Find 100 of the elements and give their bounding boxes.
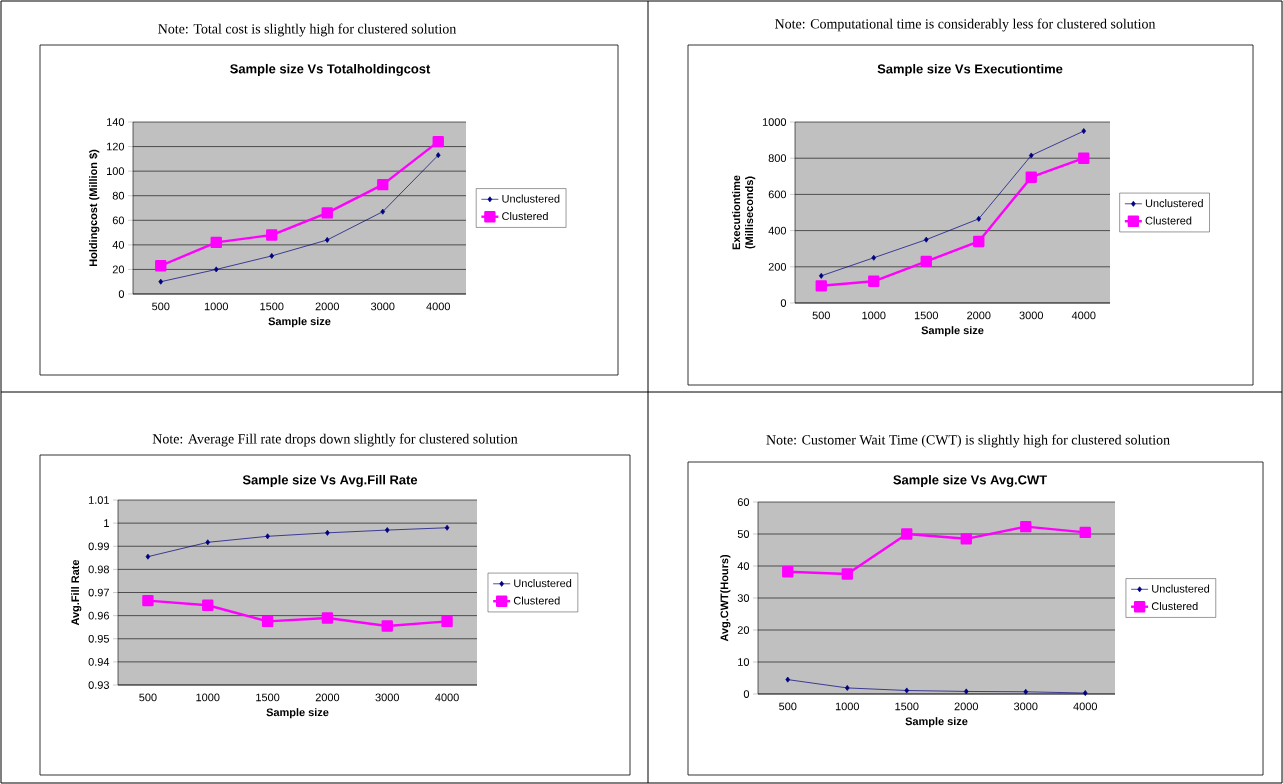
point bbox=[841, 568, 853, 580]
point bbox=[380, 208, 386, 215]
y-tick-label: 400 bbox=[768, 226, 787, 235]
x-tick-label: 4000 bbox=[1071, 311, 1096, 320]
y-tick-label: 0 bbox=[118, 290, 125, 298]
legend-label: Unclustered bbox=[1152, 584, 1210, 593]
point bbox=[324, 237, 330, 243]
y-tick-label: 80 bbox=[112, 191, 125, 200]
y-tick-label: 800 bbox=[768, 154, 787, 163]
point bbox=[963, 688, 969, 695]
point bbox=[818, 272, 824, 279]
y-tick-label: 40 bbox=[112, 240, 125, 249]
x-axis-title: Sample size bbox=[268, 317, 331, 328]
point bbox=[1025, 171, 1037, 183]
y-tick-label: 20 bbox=[112, 265, 125, 274]
x-tick-label: 500 bbox=[139, 693, 157, 702]
x-tick-label: 1000 bbox=[862, 311, 886, 320]
y-axis-title: Avg.CWT(Hours) bbox=[720, 554, 731, 642]
y-tick-label: 0 bbox=[743, 690, 750, 698]
y-tick-label: 60 bbox=[112, 216, 125, 225]
x-tick-label: 2000 bbox=[954, 702, 979, 711]
y-tick-label: 20 bbox=[737, 626, 750, 634]
x-tick-label: 500 bbox=[779, 702, 797, 711]
point bbox=[202, 599, 214, 611]
x-tick-label: 3000 bbox=[1019, 311, 1043, 320]
point bbox=[210, 236, 222, 249]
legend-label: Unclustered bbox=[502, 194, 560, 203]
x-tick-label: 3000 bbox=[375, 693, 399, 702]
point bbox=[785, 676, 791, 683]
x-tick-label: 4000 bbox=[426, 302, 450, 311]
y-axis-title: Executiontime (Milliseconds) bbox=[732, 175, 756, 250]
y-tick-label: 0.98 bbox=[88, 565, 109, 574]
point bbox=[868, 275, 880, 287]
y-axis-title: Avg.Fill Rate bbox=[71, 559, 82, 626]
point bbox=[976, 215, 982, 222]
legend-label: Clustered bbox=[1145, 216, 1192, 225]
y-tick-label: 600 bbox=[768, 190, 787, 199]
x-tick-label: 2000 bbox=[967, 311, 991, 320]
point bbox=[871, 254, 877, 261]
x-tick-label: 1500 bbox=[914, 311, 938, 320]
text: Note: Average Fill rate drops down slightly for clustered solution bbox=[152, 433, 518, 447]
x-axis-title: Sample size bbox=[921, 326, 984, 337]
x-tick-label: 1500 bbox=[260, 302, 284, 311]
chart-title: Sample size Vs Avg.Fill Rate bbox=[242, 474, 418, 488]
y-axis-title: Holdingcost (Million $) bbox=[88, 149, 100, 267]
point bbox=[904, 687, 910, 694]
x-tick-label: 4000 bbox=[1073, 702, 1098, 711]
y-tick-label: 30 bbox=[737, 594, 750, 602]
point bbox=[1028, 152, 1034, 159]
chart-title: Sample size Vs Executiontime bbox=[877, 63, 1063, 77]
point bbox=[782, 566, 794, 578]
point bbox=[145, 553, 151, 560]
point bbox=[321, 207, 333, 219]
y-tick-label: 1000 bbox=[762, 118, 787, 126]
x-tick-label: 2000 bbox=[315, 693, 340, 702]
x-tick-label: 3000 bbox=[370, 302, 395, 311]
text: Note: Computational time is considerably less for clustered solution bbox=[775, 18, 1156, 32]
point bbox=[261, 615, 274, 628]
text: Note: Total cost is slightly high for clustered solution bbox=[158, 23, 457, 37]
y-tick-label: 120 bbox=[107, 142, 125, 151]
y-tick-label: 0.99 bbox=[88, 542, 109, 551]
point bbox=[960, 533, 972, 545]
x-tick-label: 500 bbox=[152, 302, 170, 311]
legend-label: Unclustered bbox=[1145, 199, 1203, 208]
point bbox=[1023, 688, 1029, 695]
x-tick-label: 500 bbox=[812, 311, 830, 320]
point bbox=[155, 260, 167, 272]
point bbox=[435, 152, 441, 159]
x-tick-label: 2000 bbox=[315, 302, 339, 311]
point bbox=[844, 684, 850, 691]
point bbox=[1079, 526, 1091, 539]
text: Note: Customer Wait Time (CWT) is slightly high for clustered solution bbox=[766, 434, 1170, 448]
x-tick-label: 1500 bbox=[895, 702, 919, 711]
legend-label: Clustered bbox=[1151, 602, 1198, 611]
point bbox=[1082, 690, 1088, 696]
x-tick-label: 4000 bbox=[435, 693, 459, 702]
point bbox=[973, 235, 985, 248]
point bbox=[384, 527, 390, 534]
point bbox=[1020, 520, 1032, 533]
chart-title: Sample size Vs Totalholdingcost bbox=[230, 63, 431, 77]
point bbox=[444, 524, 450, 531]
point bbox=[901, 528, 913, 540]
y-tick-label: 100 bbox=[107, 167, 125, 176]
point bbox=[441, 615, 453, 628]
y-tick-label: 1 bbox=[104, 519, 109, 527]
x-axis-title: Sample size bbox=[905, 717, 968, 728]
x-tick-label: 1000 bbox=[196, 693, 220, 702]
point bbox=[321, 612, 334, 624]
y-tick-label: 1.01 bbox=[88, 496, 109, 504]
point bbox=[142, 594, 154, 607]
legend-label: Clustered bbox=[502, 212, 548, 221]
y-tick-label: 0 bbox=[780, 299, 787, 307]
point bbox=[1081, 128, 1087, 134]
point bbox=[432, 135, 444, 148]
x-axis-title: Sample size bbox=[266, 708, 329, 719]
x-tick-label: 1000 bbox=[835, 702, 860, 711]
point bbox=[213, 266, 219, 273]
point bbox=[815, 280, 827, 292]
point bbox=[205, 539, 211, 546]
point bbox=[920, 255, 932, 268]
